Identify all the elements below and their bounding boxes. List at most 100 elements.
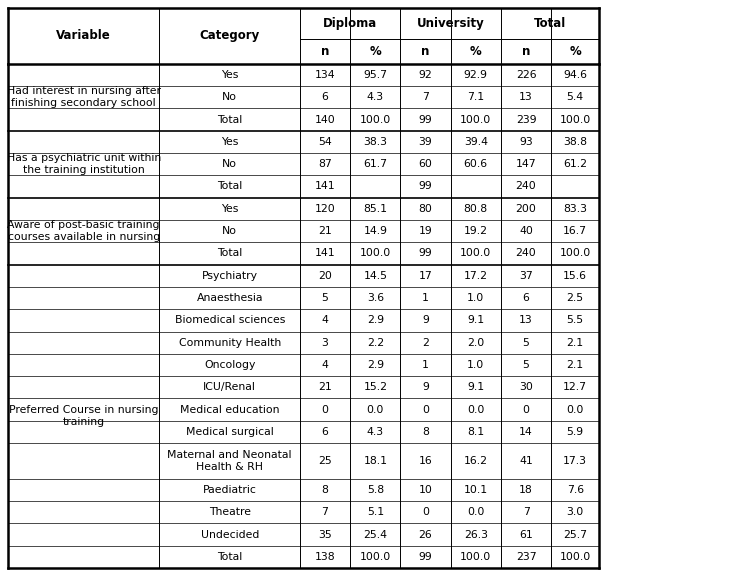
Text: 7.6: 7.6 — [566, 485, 584, 495]
Text: 0.0: 0.0 — [367, 404, 384, 415]
Text: 4: 4 — [322, 315, 328, 325]
Text: 7: 7 — [322, 507, 328, 517]
Text: 100.0: 100.0 — [359, 552, 391, 562]
Text: 8.1: 8.1 — [467, 427, 485, 437]
Text: 9: 9 — [422, 382, 429, 392]
Text: Yes: Yes — [221, 204, 239, 214]
Text: 240: 240 — [516, 248, 536, 259]
Text: 94.6: 94.6 — [563, 70, 587, 80]
Text: Variable: Variable — [57, 29, 111, 43]
Text: 85.1: 85.1 — [363, 204, 387, 214]
Text: 2: 2 — [422, 338, 429, 348]
Text: 0: 0 — [422, 404, 429, 415]
Text: 0.0: 0.0 — [566, 404, 584, 415]
Text: 5.8: 5.8 — [367, 485, 384, 495]
Text: 80.8: 80.8 — [464, 204, 488, 214]
Text: 138: 138 — [315, 552, 335, 562]
Text: 100.0: 100.0 — [460, 552, 492, 562]
Text: Biomedical sciences: Biomedical sciences — [174, 315, 285, 325]
Text: 5.5: 5.5 — [566, 315, 584, 325]
Text: 15.6: 15.6 — [563, 271, 587, 281]
Text: Medical surgical: Medical surgical — [186, 427, 273, 437]
Text: 60: 60 — [418, 159, 433, 169]
Text: 80: 80 — [418, 204, 433, 214]
Text: 5: 5 — [522, 338, 529, 348]
Text: 100.0: 100.0 — [559, 552, 591, 562]
Text: 16: 16 — [419, 456, 433, 466]
Text: 19: 19 — [419, 226, 433, 236]
Text: 5.4: 5.4 — [566, 92, 584, 103]
Text: 19.2: 19.2 — [464, 226, 488, 236]
Text: Psychiatry: Psychiatry — [202, 271, 257, 281]
Text: 21: 21 — [318, 226, 332, 236]
Text: 2.1: 2.1 — [566, 338, 584, 348]
Text: 0: 0 — [522, 404, 529, 415]
Text: No: No — [222, 159, 237, 169]
Text: 120: 120 — [315, 204, 335, 214]
Text: 9.1: 9.1 — [467, 315, 485, 325]
Text: 25.4: 25.4 — [363, 529, 387, 540]
Text: 54: 54 — [318, 137, 332, 147]
Text: 226: 226 — [516, 70, 536, 80]
Text: 38.3: 38.3 — [363, 137, 387, 147]
Text: 5: 5 — [522, 360, 529, 370]
Text: 30: 30 — [519, 382, 533, 392]
Text: 6: 6 — [522, 293, 529, 303]
Text: 93: 93 — [519, 137, 533, 147]
Text: n: n — [421, 45, 430, 58]
Text: 61.7: 61.7 — [363, 159, 387, 169]
Text: 2.0: 2.0 — [467, 338, 485, 348]
Text: 15.2: 15.2 — [363, 382, 387, 392]
Text: 99: 99 — [419, 115, 433, 124]
Text: 41: 41 — [519, 456, 533, 466]
Text: 39.4: 39.4 — [464, 137, 488, 147]
Text: 237: 237 — [516, 552, 536, 562]
Text: Community Health: Community Health — [179, 338, 281, 348]
Text: 100.0: 100.0 — [359, 115, 391, 124]
Text: 13: 13 — [519, 315, 533, 325]
Text: 2.5: 2.5 — [566, 293, 584, 303]
Text: 2.9: 2.9 — [367, 360, 384, 370]
Text: 25.7: 25.7 — [563, 529, 587, 540]
Text: 100.0: 100.0 — [559, 248, 591, 259]
Text: Yes: Yes — [221, 137, 239, 147]
Text: 14: 14 — [519, 427, 533, 437]
Text: 39: 39 — [419, 137, 433, 147]
Text: 38.8: 38.8 — [563, 137, 587, 147]
Text: 100.0: 100.0 — [460, 115, 492, 124]
Text: 0: 0 — [322, 404, 328, 415]
Text: 14.5: 14.5 — [363, 271, 387, 281]
Text: Maternal and Neonatal
Health & RH: Maternal and Neonatal Health & RH — [168, 450, 292, 472]
Text: 6: 6 — [322, 427, 328, 437]
Text: 7.1: 7.1 — [467, 92, 485, 103]
Text: 239: 239 — [516, 115, 536, 124]
Text: 12.7: 12.7 — [563, 382, 587, 392]
Text: Had interest in nursing after
finishing secondary school: Had interest in nursing after finishing … — [7, 86, 161, 108]
Text: 3.0: 3.0 — [566, 507, 584, 517]
Text: No: No — [222, 92, 237, 103]
Text: 61: 61 — [519, 529, 533, 540]
Text: 0.0: 0.0 — [467, 404, 485, 415]
Text: 99: 99 — [419, 552, 433, 562]
Text: Total: Total — [217, 115, 242, 124]
Text: 2.2: 2.2 — [367, 338, 384, 348]
Text: 100.0: 100.0 — [359, 248, 391, 259]
Text: 9.1: 9.1 — [467, 382, 485, 392]
Text: 37: 37 — [519, 271, 533, 281]
Text: 87: 87 — [318, 159, 332, 169]
Text: 141: 141 — [315, 181, 335, 191]
Text: 17.2: 17.2 — [464, 271, 488, 281]
Text: Category: Category — [199, 29, 260, 43]
Text: 2.1: 2.1 — [566, 360, 584, 370]
Text: 7: 7 — [422, 92, 429, 103]
Text: 5.9: 5.9 — [566, 427, 584, 437]
Text: 99: 99 — [419, 181, 433, 191]
Text: 25: 25 — [318, 456, 332, 466]
Text: Yes: Yes — [221, 70, 239, 80]
Text: 141: 141 — [315, 248, 335, 259]
Text: 8: 8 — [322, 485, 328, 495]
Text: No: No — [222, 226, 237, 236]
Text: Preferred Course in nursing
training: Preferred Course in nursing training — [9, 406, 159, 427]
Text: 95.7: 95.7 — [363, 70, 387, 80]
Text: 9: 9 — [422, 315, 429, 325]
